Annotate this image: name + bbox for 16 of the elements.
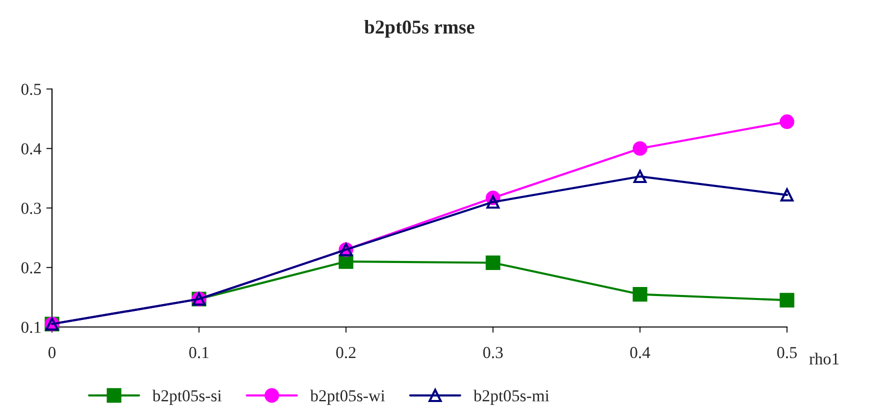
x-tick-label: 0.3 [483, 346, 503, 358]
chart-title: b2pt05s rmse [364, 20, 474, 38]
x-tick-label: 0.1 [189, 346, 208, 358]
y-tick-label: 0.1 [21, 322, 41, 334]
legend-label: b2pt05s-si [152, 390, 222, 405]
x-tick-label: 0.4 [630, 346, 650, 358]
x-axis-title: rho1 [809, 352, 839, 364]
y-tick-label: 0.2 [21, 262, 41, 274]
y-tick-label: 0.3 [21, 202, 41, 214]
legend-label: b2pt05s-wi [310, 390, 385, 405]
y-tick-label: 0.4 [21, 143, 42, 155]
y-tick-label: 0.5 [21, 84, 41, 96]
x-tick-label: 0 [48, 346, 56, 358]
legend-label: b2pt05s-mi [474, 390, 550, 405]
x-tick-label: 0.5 [777, 346, 797, 358]
x-tick-label: 0.2 [336, 346, 356, 358]
